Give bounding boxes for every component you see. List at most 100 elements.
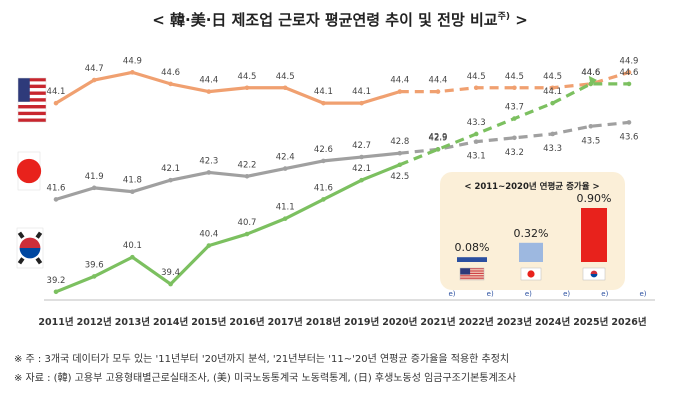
series-line-actual <box>54 70 402 105</box>
forecast-marker: e) <box>563 290 570 298</box>
x-tick-label: 2011년 <box>38 316 73 328</box>
footnote-source: ※ 자료 : (韓) 고용부 고용형태별근로실태조사, (美) 미국노동통계국 … <box>14 373 517 384</box>
data-point <box>512 85 517 91</box>
data-label: 44.4 <box>429 76 448 86</box>
data-point <box>244 231 250 237</box>
data-point <box>282 216 288 221</box>
data-label: 42.7 <box>352 141 371 151</box>
data-label: 44.4 <box>199 76 218 86</box>
data-point <box>282 166 288 171</box>
x-tick-label: 2017년 <box>268 316 303 328</box>
x-tick-label: 2023년 <box>497 316 532 328</box>
flag-stripe <box>18 98 46 102</box>
x-tick-label: 2013년 <box>115 316 150 328</box>
data-label: 44.6 <box>581 68 600 78</box>
x-tick-label: 2026년 <box>611 316 646 328</box>
data-label: 42.6 <box>314 145 333 155</box>
data-label: 43.2 <box>505 148 524 158</box>
data-point <box>512 135 517 141</box>
flag-stripe <box>460 269 484 271</box>
data-label: 42.9 <box>429 133 448 143</box>
x-tick-label: 2019년 <box>344 316 379 328</box>
chart-title-footnote-mark: 주) <box>497 12 510 22</box>
data-label: 43.5 <box>581 136 600 146</box>
data-point <box>244 85 250 91</box>
trigram <box>35 231 43 239</box>
us-flag-icon <box>17 77 47 123</box>
data-point <box>473 131 479 137</box>
flag-stripe <box>460 271 484 273</box>
data-label: 43.7 <box>505 103 524 113</box>
forecast-marker: e) <box>487 290 494 298</box>
data-label: 41.8 <box>123 176 142 186</box>
data-point <box>321 197 326 202</box>
inset-bar-label: 0.90% <box>577 192 612 205</box>
data-label: 44.1 <box>352 87 371 97</box>
data-point <box>206 89 212 94</box>
data-label: 44.6 <box>581 68 600 78</box>
flag-sun <box>527 270 535 278</box>
flag-stripe <box>460 278 484 280</box>
series-line-actual <box>54 151 402 201</box>
forecast-marker: e) <box>525 290 532 298</box>
data-label: 39.4 <box>161 268 180 278</box>
data-point <box>626 81 632 87</box>
data-point <box>130 70 135 75</box>
series-line-actual <box>54 163 402 294</box>
trigram <box>17 257 25 265</box>
data-point <box>206 243 212 248</box>
data-point <box>53 289 59 295</box>
flag-stripe <box>460 274 484 276</box>
chart-title-close: > <box>509 11 528 29</box>
flag-stripe <box>18 101 46 106</box>
data-label: 44.1 <box>543 87 562 97</box>
flag-sun <box>16 158 42 184</box>
data-label: 44.4 <box>390 76 409 86</box>
data-point <box>321 158 326 164</box>
taegeuk-blue <box>19 248 41 259</box>
x-tick-label: 2021년 <box>420 316 455 328</box>
trend-arrowhead <box>588 75 597 86</box>
taegeuk-blue <box>590 274 598 278</box>
data-label: 39.2 <box>47 276 66 286</box>
japan-flag-icon <box>16 151 42 191</box>
trigram <box>35 257 43 265</box>
data-label: 44.6 <box>620 68 639 78</box>
x-tick-label: 2020년 <box>382 316 417 328</box>
data-point <box>397 89 403 94</box>
data-point <box>359 177 364 183</box>
data-point <box>512 116 517 121</box>
data-label: 41.6 <box>314 183 333 193</box>
taegeuk-red <box>19 237 41 248</box>
flag-stripe <box>460 273 484 274</box>
data-label: 44.7 <box>85 64 104 74</box>
data-label: 41.6 <box>47 183 66 193</box>
data-point <box>91 274 97 279</box>
data-label: 42.1 <box>352 164 371 174</box>
x-tick-label: 2018년 <box>306 316 341 328</box>
data-point <box>588 123 594 129</box>
data-point <box>91 185 97 191</box>
data-label: 44.9 <box>123 56 142 66</box>
data-point <box>53 197 59 202</box>
inset-bar <box>519 242 543 262</box>
footnote-note: ※ 주 : 3개국 데이터가 모두 있는 '11년부터 '20년까지 분석, '… <box>14 354 510 365</box>
data-label: 44.9 <box>620 56 639 66</box>
inset-bar <box>581 208 607 262</box>
flag-border <box>17 77 47 123</box>
data-label: 43.3 <box>543 144 562 154</box>
flag-stripe <box>18 115 46 119</box>
data-point <box>550 100 555 106</box>
data-point <box>359 154 364 160</box>
data-point <box>473 85 479 91</box>
forecast-marker: e) <box>601 290 608 298</box>
data-label: 42.5 <box>390 172 409 182</box>
data-point <box>282 85 288 91</box>
flag-stripe <box>18 84 46 89</box>
x-tick-label: 2016년 <box>229 316 264 328</box>
data-label: 42.1 <box>161 164 180 174</box>
flag-stripe <box>18 91 46 95</box>
data-point <box>130 189 135 194</box>
data-point <box>435 89 441 94</box>
